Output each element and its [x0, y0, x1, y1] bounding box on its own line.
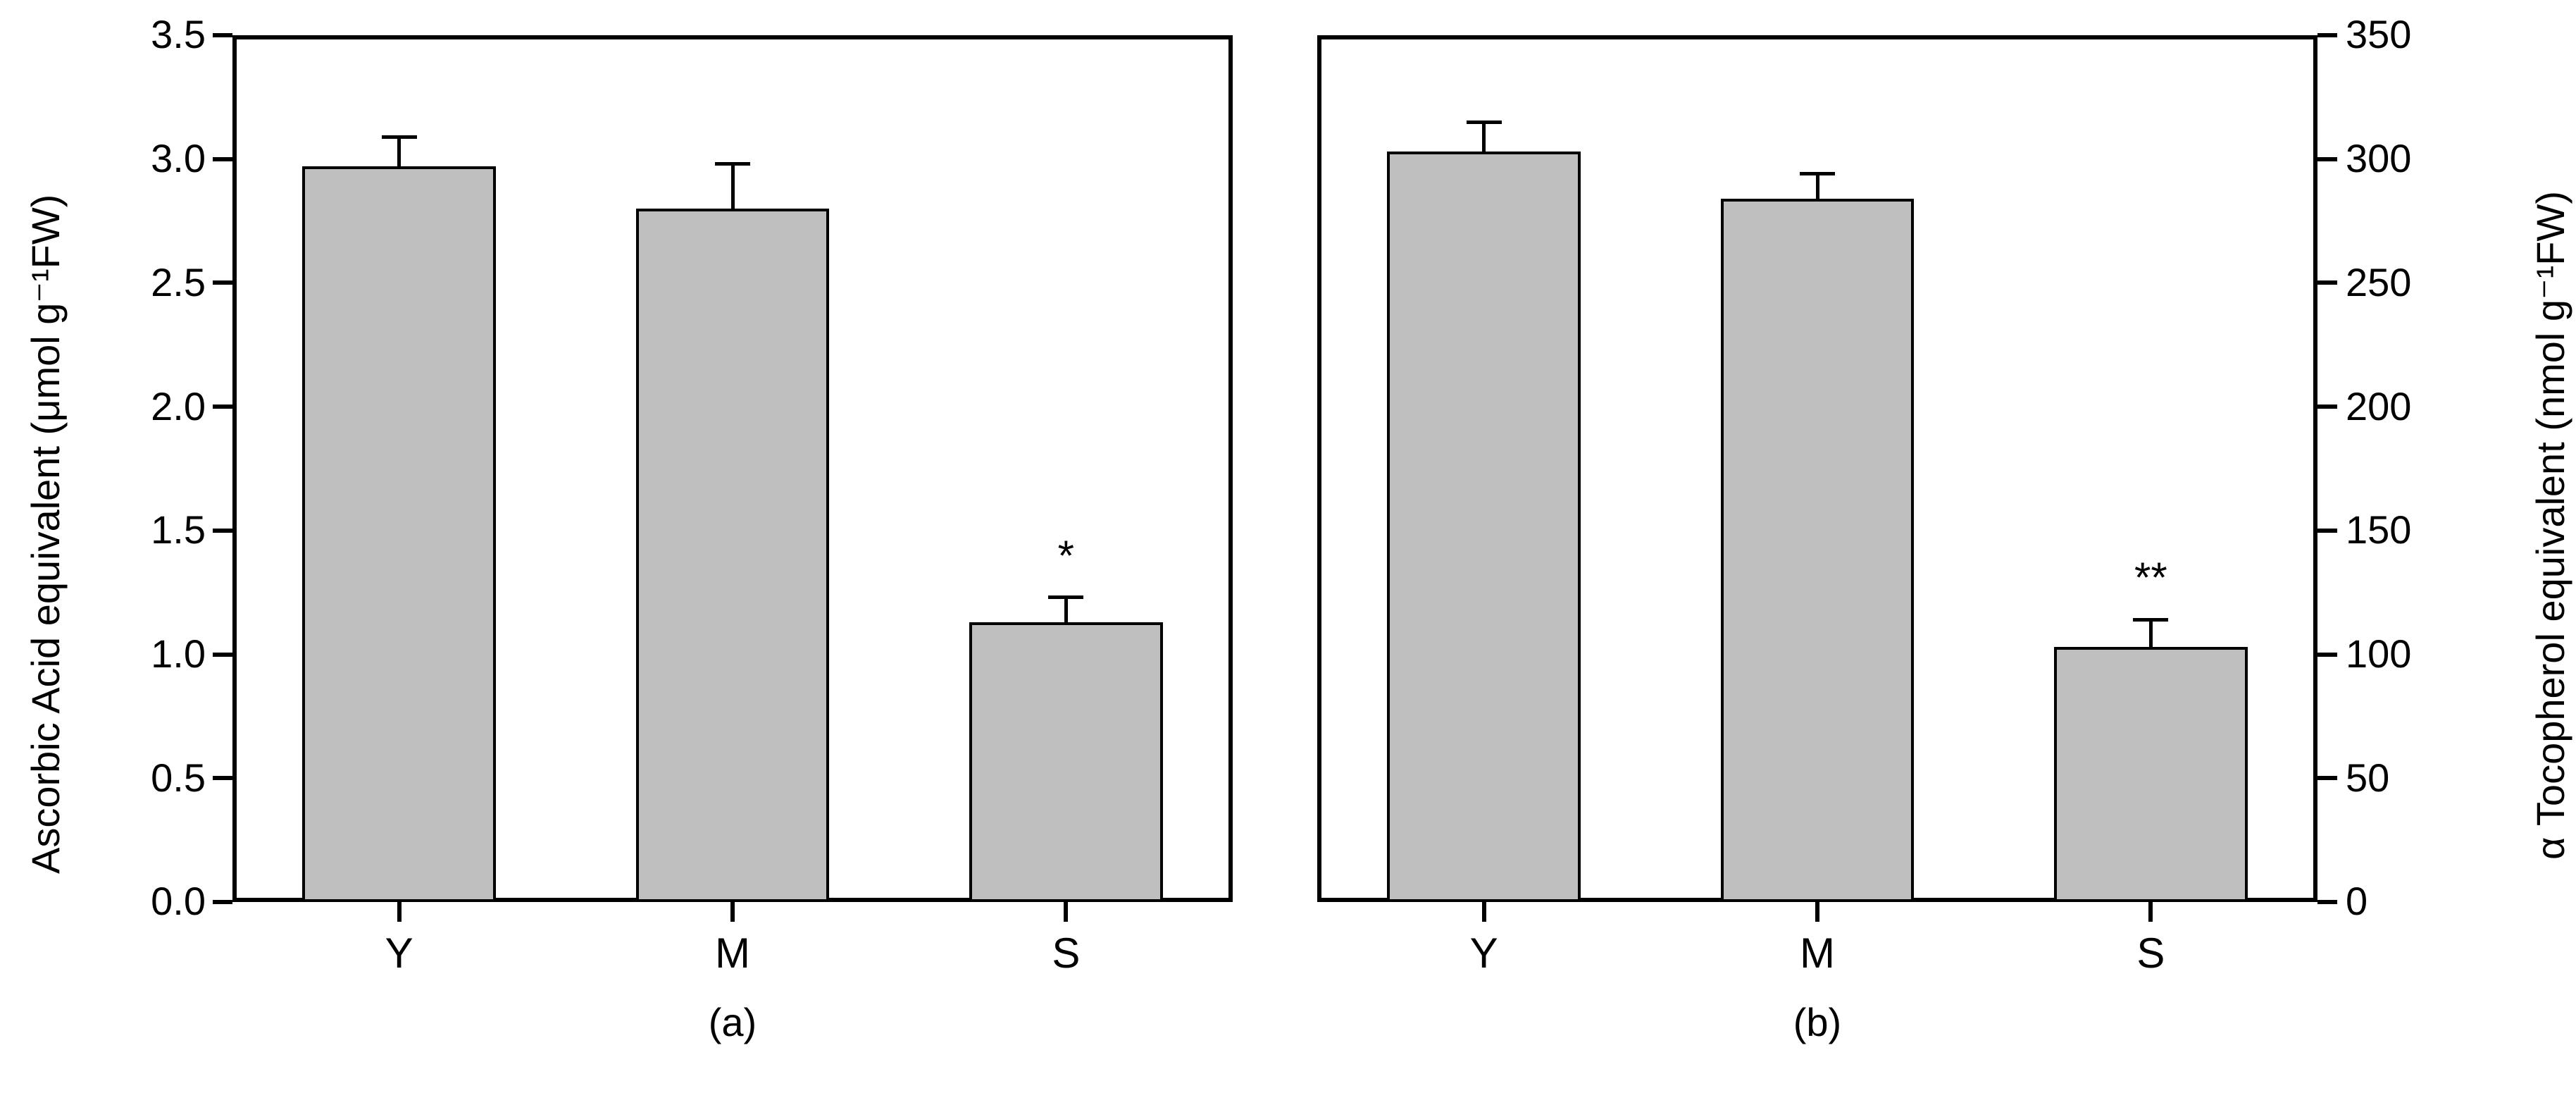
x-tick-label: M: [1761, 929, 1874, 977]
x-tick: [397, 902, 402, 922]
error-bar-cap: [1048, 595, 1083, 599]
x-tick: [2148, 902, 2153, 922]
y-tick: [2317, 280, 2337, 285]
significance-marker: *: [1023, 531, 1108, 580]
bar-b-M: [1721, 199, 1915, 902]
x-tick: [730, 902, 735, 922]
figure: 0.0 0.5 1.0 1.5 2.0 2.5 3.0 3.5 Y M * S Ascorbic Aci…: [0, 0, 2576, 1093]
y-tick-label: 2.5: [100, 259, 206, 305]
x-tick-label: Y: [343, 929, 456, 977]
x-tick-label: S: [1009, 929, 1122, 977]
error-bar-cap: [1800, 172, 1835, 175]
bar-a-S: [969, 622, 1163, 902]
significance-marker: **: [2108, 553, 2193, 602]
y-tick: [2317, 529, 2337, 533]
y-tick-label: 2.0: [100, 383, 206, 429]
y-tick-label: 1.5: [100, 507, 206, 552]
x-tick: [1482, 902, 1486, 922]
y-tick: [213, 529, 232, 533]
y-tick: [213, 157, 232, 161]
y-tick: [213, 653, 232, 657]
y-tick-label: 1.0: [100, 631, 206, 677]
y-tick: [213, 280, 232, 285]
error-bar-stem: [397, 137, 401, 166]
y-tick-label: 3.0: [100, 135, 206, 181]
error-bar-cap: [382, 135, 417, 139]
bar-b-Y: [1387, 152, 1581, 902]
y-tick-label: 100: [2346, 631, 2451, 677]
x-tick-label: M: [676, 929, 789, 977]
y-tick-label: 3.5: [100, 11, 206, 57]
panel-sub-label-a: (a): [690, 999, 775, 1045]
y-tick: [2317, 405, 2337, 409]
error-bar-cap: [1467, 121, 1502, 124]
y-tick-label: 0.0: [100, 878, 206, 924]
bar-a-M: [636, 209, 830, 902]
error-bar-stem: [1482, 122, 1486, 152]
x-tick: [1815, 902, 1819, 922]
y-axis-label-a: Ascorbic Acid equivalent (μmol g⁻¹FW): [23, 194, 69, 874]
y-tick: [2317, 157, 2337, 161]
y-tick: [2317, 776, 2337, 780]
bar-a-Y: [302, 166, 496, 902]
y-tick-label: 200: [2346, 383, 2451, 429]
error-bar-stem: [731, 164, 735, 209]
x-tick-label: S: [2094, 929, 2207, 977]
error-bar-stem: [1816, 174, 1819, 199]
error-bar-cap: [2133, 618, 2168, 622]
y-tick-label: 0.5: [100, 755, 206, 801]
x-tick-label: Y: [1428, 929, 1541, 977]
y-tick: [213, 405, 232, 409]
y-tick: [213, 900, 232, 904]
y-tick-label: 250: [2346, 259, 2451, 305]
y-tick: [2317, 33, 2337, 37]
error-bar-cap: [715, 162, 750, 166]
y-tick-label: 0: [2346, 878, 2451, 924]
error-bar-stem: [1064, 598, 1068, 622]
y-tick: [213, 776, 232, 780]
y-tick-label: 50: [2346, 755, 2451, 801]
y-tick: [213, 33, 232, 37]
y-axis-label-b: α Tocopherol equivalent (nmol g⁻¹FW): [2527, 191, 2574, 860]
y-tick-label: 150: [2346, 507, 2451, 552]
y-tick-label: 350: [2346, 11, 2451, 57]
x-tick: [1064, 902, 1068, 922]
bar-b-S: [2054, 647, 2248, 902]
y-tick-label: 300: [2346, 135, 2451, 181]
y-tick: [2317, 900, 2337, 904]
error-bar-stem: [2149, 619, 2153, 647]
panel-sub-label-b: (b): [1775, 999, 1860, 1045]
y-tick: [2317, 653, 2337, 657]
